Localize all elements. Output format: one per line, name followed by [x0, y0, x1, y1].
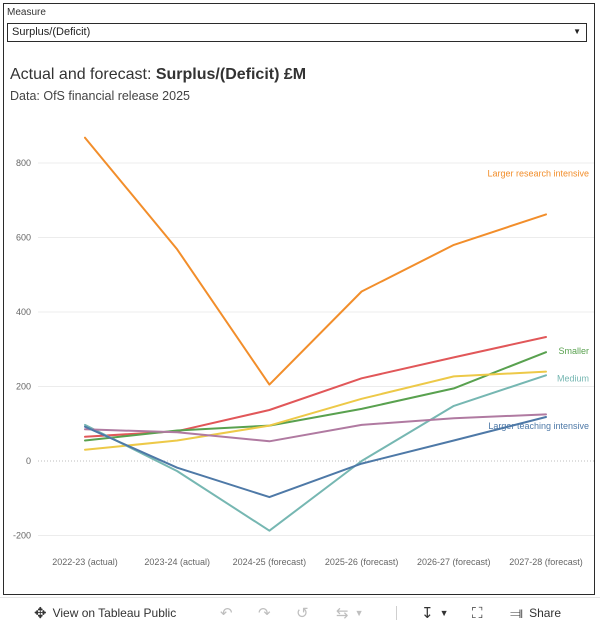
y-tick-label: 200: [16, 382, 31, 392]
viz-frame: [3, 3, 595, 595]
y-tick-label: 0: [26, 456, 31, 466]
revert-icon: ↺: [296, 605, 309, 622]
series-line-2: [84, 351, 547, 442]
series-line-0: [84, 136, 547, 386]
view-on-tableau-public-button[interactable]: ✥ View on Tableau Public: [34, 604, 176, 622]
undo-icon: ↶: [220, 605, 233, 622]
redo-icon: ↷: [258, 605, 271, 622]
share-label: Share: [529, 606, 562, 620]
measure-dropdown[interactable]: Surplus/(Deficit) ▼: [7, 23, 587, 42]
y-tick-label: 400: [16, 307, 31, 317]
x-tick-label: 2025-26 (forecast): [325, 557, 399, 567]
x-tick-label: 2027-28 (forecast): [509, 557, 583, 567]
y-tick-label: 600: [16, 233, 31, 243]
download-icon: ↧: [421, 605, 434, 622]
series-line-6: [84, 416, 547, 499]
y-tick-label: -200: [13, 531, 31, 541]
y-tick-label: 800: [16, 158, 31, 168]
series-end-label: Larger research intensive: [487, 168, 589, 178]
series-end-label: Smaller: [558, 346, 589, 356]
tableau-logo-icon: ✥: [34, 605, 47, 622]
series-line-4: [84, 374, 547, 532]
share-icon: ⫥: [510, 604, 524, 622]
undo-button[interactable]: ↶: [220, 604, 239, 622]
tableau-toolbar: ✥ View on Tableau Public ↶ ↷ ↺ ⇆ ▼ ↧ ▼ ⛶ ⫥…: [0, 597, 600, 628]
x-tick-label: 2024-25 (forecast): [233, 557, 307, 567]
pause-chevron-down-icon: ▼: [354, 608, 364, 618]
fullscreen-icon: ⛶: [472, 604, 483, 622]
dropdown-caret-icon: ▼: [573, 27, 581, 36]
line-chart[interactable]: -200 0 200 400 600 800 2022-23 (actual) 2023-24…: [0, 0, 600, 595]
toolbar-divider: [396, 606, 397, 620]
x-tick-label: 2026-27 (forecast): [417, 557, 491, 567]
measure-selected-value: Surplus/(Deficit): [12, 26, 91, 38]
download-chevron-down-icon: ▼: [439, 608, 449, 618]
redo-button[interactable]: ↷: [258, 604, 277, 622]
x-tick-label: 2022-23 (actual): [52, 557, 118, 567]
series-line-3: [84, 370, 547, 451]
share-button[interactable]: ⫥ Share: [510, 604, 561, 622]
pause-icon: ⇆: [336, 605, 349, 622]
series-line-5: [84, 413, 547, 443]
chart-title: Actual and forecast: Surplus/(Deficit) £…: [10, 66, 306, 84]
x-tick-label: 2023-24 (actual): [144, 557, 210, 567]
series-end-label: Larger teaching intensive: [488, 421, 589, 431]
chart-title-measure: Surplus/(Deficit) £M: [155, 66, 307, 83]
measure-filter-label: Measure: [7, 7, 46, 18]
revert-button[interactable]: ↺: [296, 604, 315, 622]
fullscreen-button[interactable]: ⛶: [472, 604, 489, 622]
pause-updates-button[interactable]: ⇆ ▼: [336, 604, 364, 622]
view-on-tableau-label: View on Tableau Public: [52, 606, 177, 620]
download-button[interactable]: ↧ ▼: [421, 604, 449, 622]
series-end-label: Medium: [557, 373, 589, 383]
chart-subtitle: Data: OfS financial release 2025: [10, 89, 190, 103]
chart-title-prefix: Actual and forecast:: [10, 66, 156, 83]
